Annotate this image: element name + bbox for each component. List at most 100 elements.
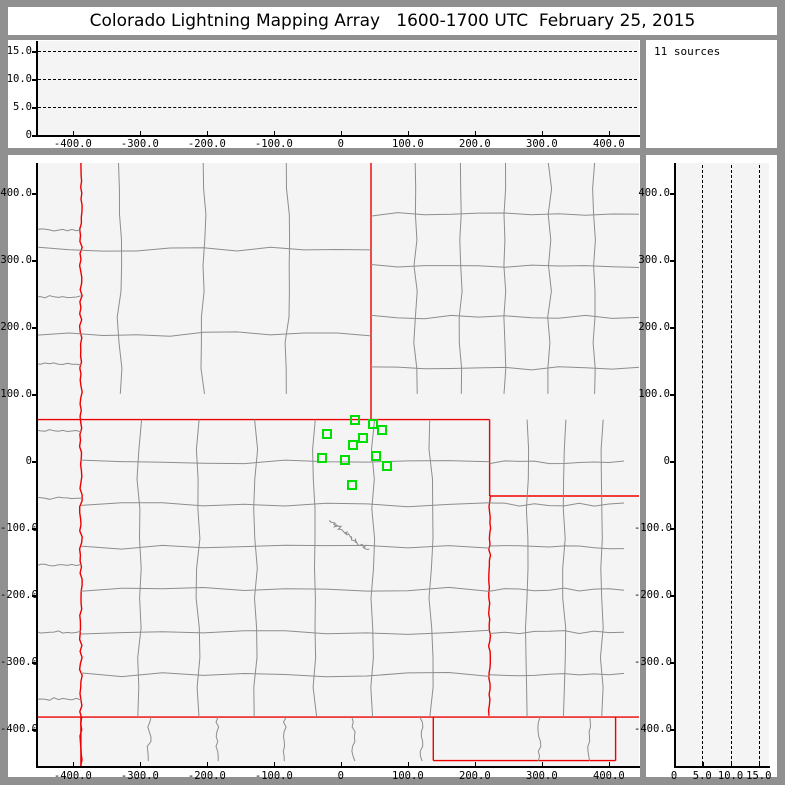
hist-x-tick-label: 10.0 bbox=[717, 770, 744, 782]
county-oklahoma-v bbox=[587, 717, 592, 762]
th-x-tickmark bbox=[139, 131, 142, 136]
source-marker-group[interactable] bbox=[317, 415, 392, 490]
county-newmexico-v bbox=[146, 716, 152, 762]
county-wyoming-h bbox=[37, 246, 372, 252]
map-y-axis-line bbox=[36, 163, 38, 766]
map-x-tickmark bbox=[474, 762, 477, 767]
source-marker[interactable] bbox=[322, 429, 332, 439]
county-utah-h bbox=[37, 697, 82, 701]
map-plot-area[interactable] bbox=[36, 163, 639, 766]
source-count-label: 11 sources bbox=[654, 45, 721, 58]
map-x-tickmark bbox=[541, 762, 544, 767]
county-kansas-v bbox=[524, 419, 530, 718]
hist-y-tickmark bbox=[670, 595, 675, 597]
map-y-tickmark bbox=[32, 193, 37, 195]
county-colorado-h bbox=[80, 629, 490, 635]
map-x-tickmark bbox=[72, 762, 75, 767]
county-colorado-v bbox=[253, 419, 259, 718]
county-colorado-h bbox=[80, 544, 490, 550]
county-utah-h bbox=[37, 228, 82, 232]
th-x-tick-label: 100.0 bbox=[392, 138, 424, 150]
th-y-tick-label: 0 bbox=[25, 129, 32, 141]
map-x-tick-label: 100.0 bbox=[392, 770, 424, 782]
map-y-tick-label: -400.0 bbox=[0, 723, 38, 736]
hist-x-tickmark bbox=[730, 762, 733, 767]
th-x-tickmark bbox=[72, 131, 75, 136]
th-x-tick-label: -300.0 bbox=[120, 138, 159, 150]
th-x-tick-label: -100.0 bbox=[254, 138, 293, 150]
map-y-tick-label: 300.0 bbox=[0, 254, 32, 267]
hist-y-tick-label: 200.0 bbox=[638, 321, 670, 334]
source-count-panel[interactable] bbox=[646, 40, 777, 148]
map-x-tick-label: 0 bbox=[337, 770, 345, 782]
source-marker[interactable] bbox=[368, 419, 378, 429]
hist-y-tickmark bbox=[670, 461, 675, 463]
source-marker[interactable] bbox=[371, 451, 381, 461]
county-detail-front-range bbox=[328, 520, 370, 551]
th-gridline bbox=[38, 79, 637, 81]
map-y-tick-label: -200.0 bbox=[0, 589, 38, 602]
county-nebraska-v bbox=[413, 163, 418, 394]
state-border-colorado-east bbox=[487, 495, 492, 716]
source-marker[interactable] bbox=[347, 480, 357, 490]
th-x-tickmark bbox=[206, 131, 209, 136]
map-y-tick-label: 0 bbox=[25, 455, 32, 468]
source-marker[interactable] bbox=[350, 415, 360, 425]
th-y-tickmark bbox=[32, 51, 37, 53]
county-kansas-v bbox=[599, 419, 604, 718]
map-x-tickmark bbox=[273, 762, 276, 767]
county-kansas-h bbox=[489, 587, 625, 592]
map-x-tickmark bbox=[340, 762, 343, 767]
source-marker[interactable] bbox=[340, 455, 350, 465]
county-newmexico-v bbox=[282, 716, 287, 762]
source-marker[interactable] bbox=[382, 461, 392, 471]
hist-y-tickmark bbox=[670, 394, 675, 396]
hist-y-tickmark bbox=[670, 662, 675, 664]
map-x-tickmark bbox=[407, 762, 410, 767]
county-nebraska-v bbox=[547, 163, 553, 394]
hist-y-tickmark bbox=[670, 260, 675, 262]
hist-gridline bbox=[702, 165, 704, 764]
hist-y-tickmark bbox=[670, 528, 675, 530]
time-height-plot-area[interactable] bbox=[36, 41, 639, 135]
county-nebraska-h bbox=[370, 264, 639, 268]
th-x-tickmark bbox=[340, 131, 343, 136]
th-x-tick-label: 200.0 bbox=[459, 138, 491, 150]
county-wyoming-v bbox=[116, 163, 123, 394]
th-x-tickmark bbox=[474, 131, 477, 136]
altitude-histogram-plot-area[interactable] bbox=[674, 163, 769, 766]
county-kansas-h bbox=[489, 672, 625, 677]
map-x-axis-line bbox=[36, 766, 640, 768]
hist-y-tick-label: -100.0 bbox=[634, 522, 672, 535]
source-marker[interactable] bbox=[377, 425, 387, 435]
hist-y-tick-label: 0 bbox=[663, 455, 670, 468]
th-x-tick-label: 300.0 bbox=[526, 138, 558, 150]
map-y-tickmark bbox=[32, 729, 37, 731]
county-colorado-v bbox=[312, 419, 318, 718]
map-y-tick-label: 400.0 bbox=[0, 187, 32, 200]
th-x-tickmark bbox=[407, 131, 410, 136]
hist-gridline bbox=[758, 165, 760, 764]
source-marker[interactable] bbox=[317, 453, 327, 463]
source-marker[interactable] bbox=[358, 433, 368, 443]
county-kansas-h bbox=[489, 630, 625, 635]
county-utah-h bbox=[37, 630, 82, 634]
th-x-tick-label: -400.0 bbox=[53, 138, 92, 150]
county-kansas-h bbox=[489, 545, 625, 550]
source-marker[interactable] bbox=[348, 440, 358, 450]
map-x-tick-label: -100.0 bbox=[254, 770, 293, 782]
county-kansas-h bbox=[489, 502, 625, 507]
th-gridline bbox=[38, 51, 637, 53]
county-nebraska-v bbox=[592, 163, 596, 394]
county-kansas-v bbox=[562, 419, 567, 718]
th-x-tick-label: 0 bbox=[337, 138, 345, 150]
hist-x-tickmark bbox=[758, 762, 761, 767]
th-x-axis-line bbox=[36, 135, 640, 137]
county-nebraska-v bbox=[458, 163, 463, 394]
th-y-tick-label: 5.0 bbox=[13, 101, 32, 114]
map-y-tickmark bbox=[32, 662, 37, 664]
county-colorado-v bbox=[370, 419, 376, 718]
th-y-tickmark bbox=[32, 135, 37, 137]
